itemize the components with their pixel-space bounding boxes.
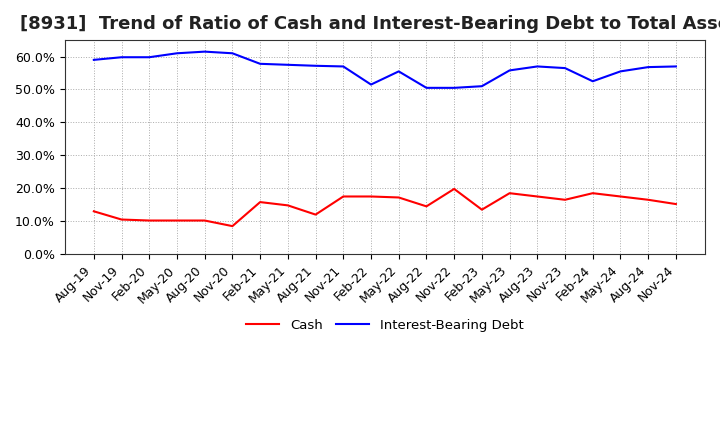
Cash [644, 197, 652, 202]
Interest-Bearing Debt [422, 85, 431, 91]
Interest-Bearing Debt [256, 61, 264, 66]
Cash [588, 191, 597, 196]
Cash [311, 212, 320, 217]
Cash [616, 194, 625, 199]
Interest-Bearing Debt [505, 68, 514, 73]
Cash [89, 209, 98, 214]
Cash [228, 224, 237, 229]
Interest-Bearing Debt [89, 57, 98, 62]
Cash [477, 207, 486, 212]
Cash [145, 218, 153, 223]
Interest-Bearing Debt [117, 55, 126, 60]
Interest-Bearing Debt [311, 63, 320, 69]
Interest-Bearing Debt [644, 65, 652, 70]
Interest-Bearing Debt [173, 51, 181, 56]
Cash [256, 199, 264, 205]
Legend: Cash, Interest-Bearing Debt: Cash, Interest-Bearing Debt [241, 314, 528, 337]
Interest-Bearing Debt [533, 64, 541, 69]
Cash [422, 204, 431, 209]
Cash [672, 202, 680, 207]
Interest-Bearing Debt [395, 69, 403, 74]
Interest-Bearing Debt [616, 69, 625, 74]
Cash [366, 194, 375, 199]
Interest-Bearing Debt [284, 62, 292, 67]
Interest-Bearing Debt [366, 82, 375, 87]
Line: Interest-Bearing Debt: Interest-Bearing Debt [94, 51, 676, 88]
Interest-Bearing Debt [477, 84, 486, 89]
Cash [117, 217, 126, 222]
Interest-Bearing Debt [200, 49, 209, 54]
Cash [200, 218, 209, 223]
Interest-Bearing Debt [588, 79, 597, 84]
Interest-Bearing Debt [672, 64, 680, 69]
Cash [395, 195, 403, 200]
Cash [339, 194, 348, 199]
Cash [561, 197, 570, 202]
Title: [8931]  Trend of Ratio of Cash and Interest-Bearing Debt to Total Assets: [8931] Trend of Ratio of Cash and Intere… [20, 15, 720, 33]
Interest-Bearing Debt [339, 64, 348, 69]
Interest-Bearing Debt [145, 55, 153, 60]
Cash [505, 191, 514, 196]
Cash [284, 203, 292, 208]
Interest-Bearing Debt [561, 66, 570, 71]
Cash [450, 186, 459, 191]
Interest-Bearing Debt [228, 51, 237, 56]
Line: Cash: Cash [94, 189, 676, 226]
Interest-Bearing Debt [450, 85, 459, 91]
Cash [533, 194, 541, 199]
Cash [173, 218, 181, 223]
